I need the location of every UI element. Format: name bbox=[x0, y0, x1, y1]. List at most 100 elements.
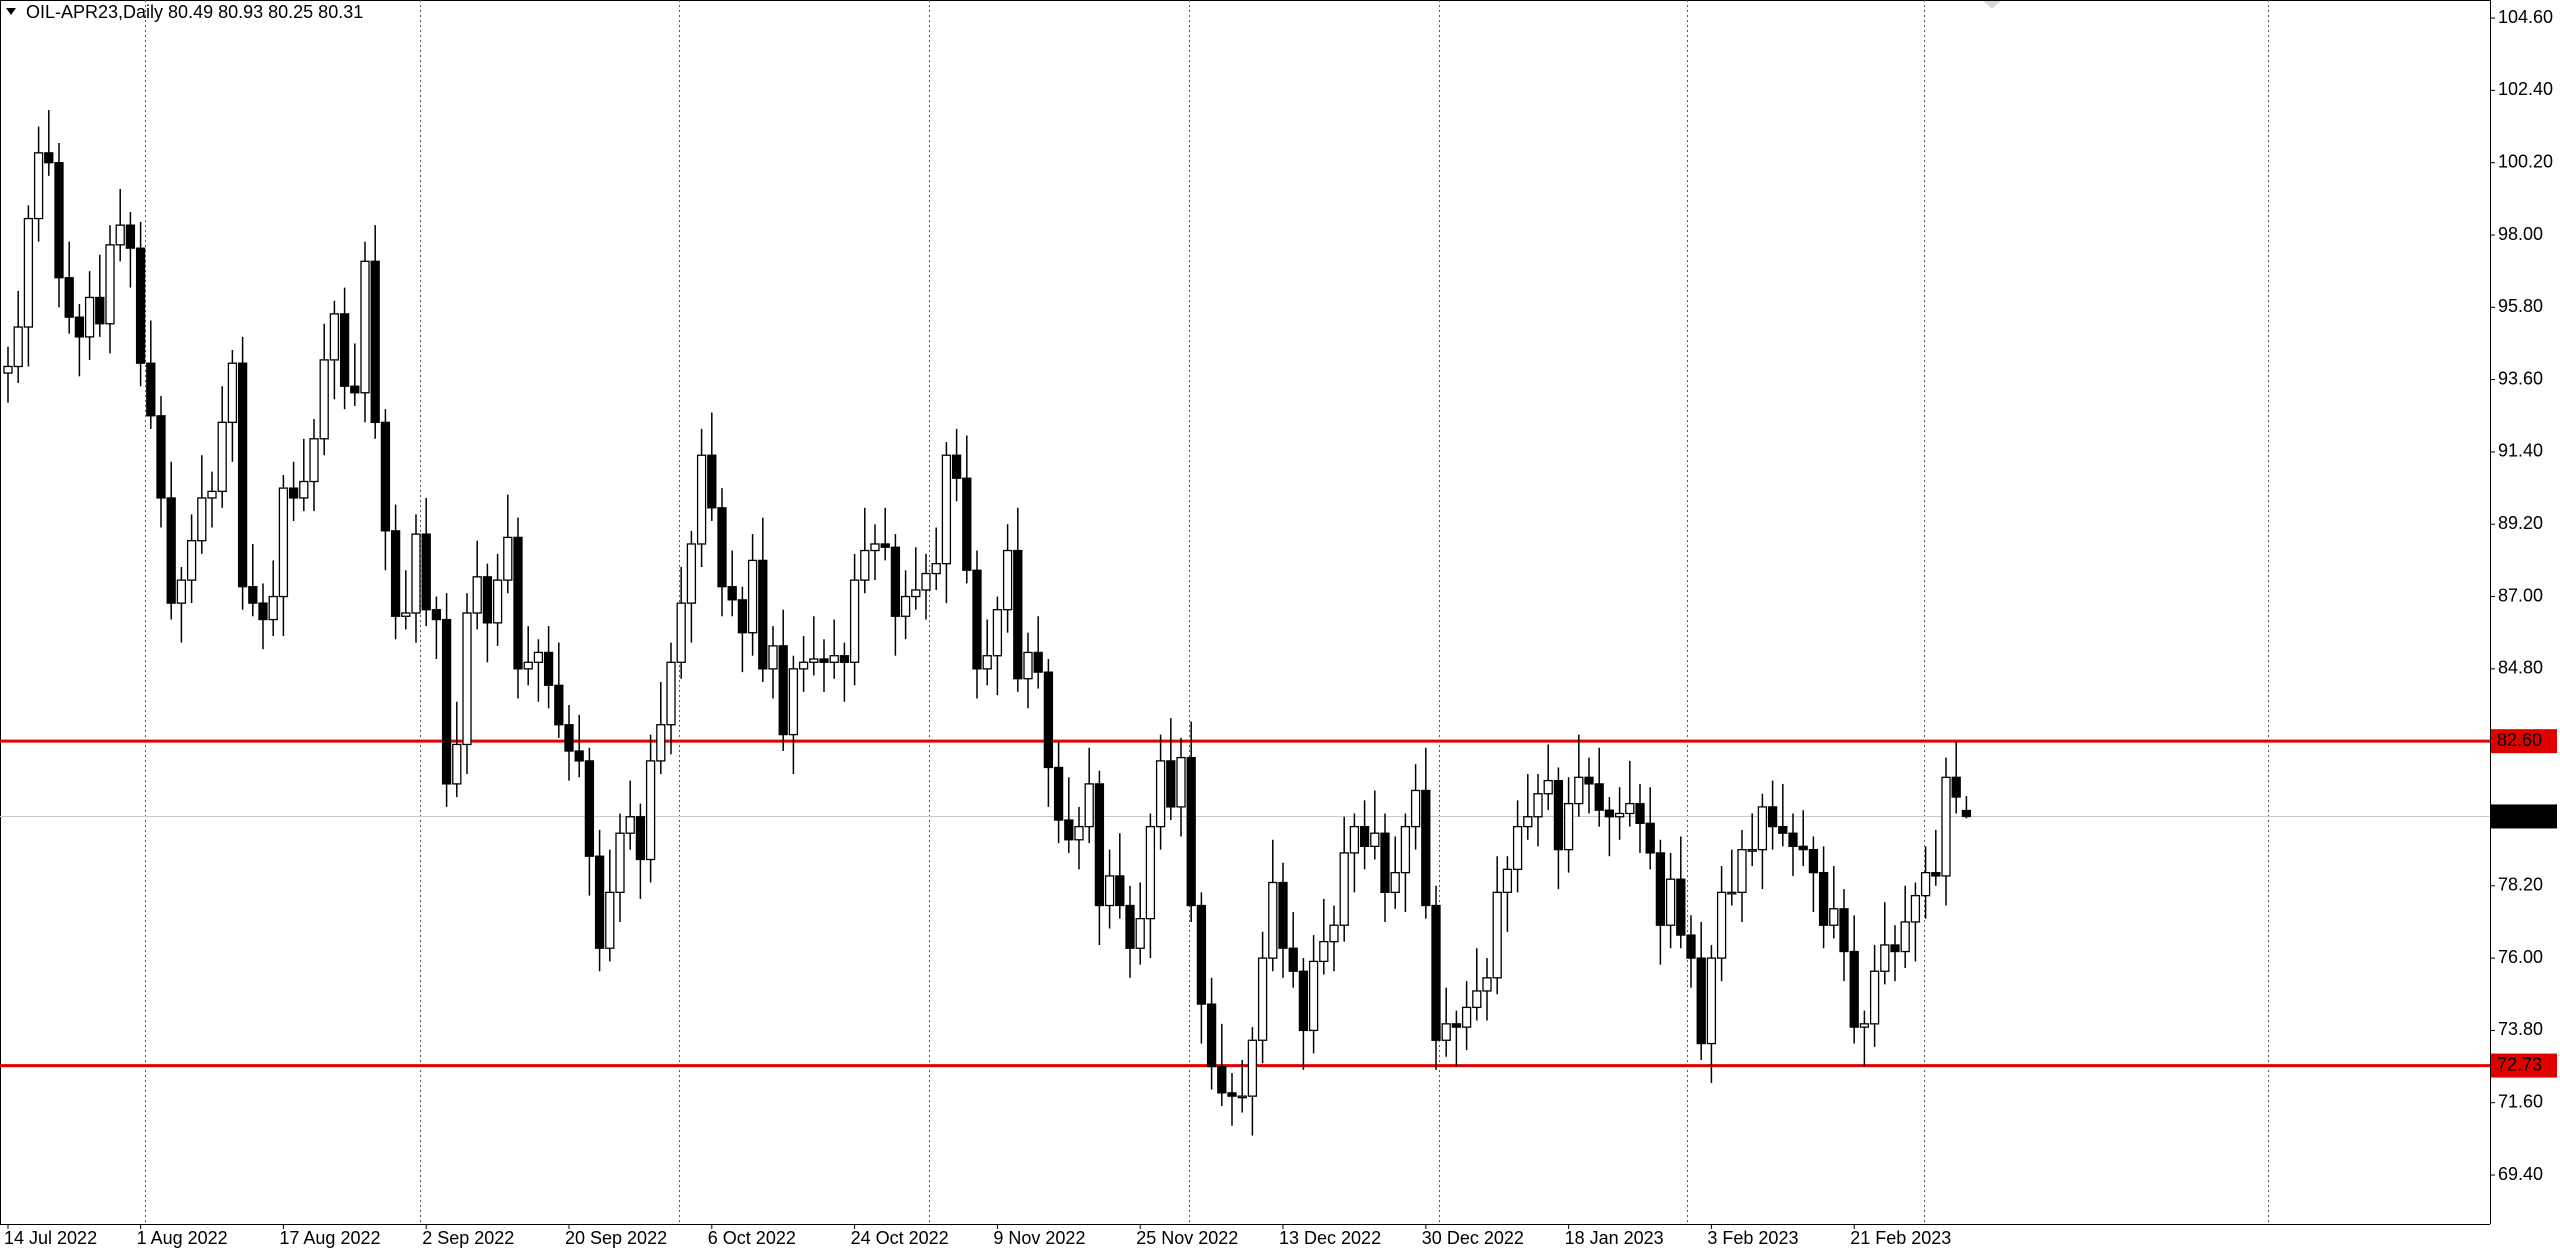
bull-candle-body bbox=[747, 559, 758, 634]
bear-candle-body bbox=[237, 362, 248, 588]
bear-candle-body bbox=[1890, 944, 1900, 953]
bull-candle-body bbox=[1523, 816, 1533, 828]
bull-candle-body bbox=[411, 533, 421, 614]
y-tick-label: 69.40 bbox=[2498, 1164, 2543, 1184]
bear-candle-body bbox=[1839, 908, 1849, 953]
bear-candle-body bbox=[390, 530, 401, 617]
bear-candle-body bbox=[890, 546, 901, 617]
bull-candle-body bbox=[1319, 941, 1329, 963]
bear-candle-body bbox=[431, 609, 442, 621]
x-tick-label: 21 Feb 2023 bbox=[1850, 1228, 1951, 1248]
bear-candle-body bbox=[717, 507, 727, 588]
bull-candle-body bbox=[197, 497, 207, 542]
axes: 104.60 102.40 100.20 98.00 95.80 93.60 91.40 89… bbox=[4, 7, 2557, 1248]
bear-candle-body bbox=[758, 559, 768, 670]
bear-candle-body bbox=[1778, 825, 1788, 834]
bear-candle-body bbox=[1186, 756, 1196, 907]
bear-candle-body bbox=[1767, 806, 1778, 828]
bear-candle-body bbox=[1951, 776, 1961, 798]
bull-candle-body bbox=[1574, 776, 1584, 805]
bear-candle-body bbox=[1064, 819, 1074, 841]
bull-candle-body bbox=[900, 595, 911, 617]
level-label-box bbox=[2491, 729, 2557, 754]
x-tick-label: 20 Sep 2022 bbox=[565, 1228, 667, 1248]
bull-candle-body bbox=[1400, 825, 1411, 874]
bull-candle-body bbox=[1492, 891, 1502, 979]
bear-candle-body bbox=[1553, 779, 1564, 851]
bull-candle-body bbox=[33, 152, 44, 220]
bear-candle-body bbox=[778, 645, 788, 736]
bear-candle-body bbox=[707, 454, 717, 509]
bull-candle-body bbox=[696, 454, 707, 545]
bull-candle-body bbox=[309, 438, 319, 483]
bull-candle-body bbox=[217, 421, 227, 493]
bull-candle-body bbox=[1176, 756, 1186, 808]
bull-candle-body bbox=[1135, 918, 1145, 949]
bear-candle-body bbox=[125, 224, 136, 249]
bull-candle-body bbox=[1869, 970, 1880, 1025]
bull-candle-body bbox=[788, 668, 799, 736]
bull-candle-body bbox=[1329, 924, 1339, 943]
bear-candle-body bbox=[564, 724, 574, 752]
x-tick-label: 3 Feb 2023 bbox=[1707, 1228, 1798, 1248]
bull-candle-body bbox=[1502, 868, 1513, 894]
bear-candle-body bbox=[819, 658, 829, 663]
bear-candle-body bbox=[64, 277, 74, 318]
bull-candle-body bbox=[1104, 875, 1115, 907]
bull-candle-body bbox=[1716, 891, 1727, 959]
y-tick-label: 100.20 bbox=[2498, 151, 2553, 171]
bull-candle-body bbox=[921, 572, 931, 591]
x-tick-label: 30 Dec 2022 bbox=[1422, 1228, 1524, 1248]
bull-candle-body bbox=[1533, 793, 1543, 818]
bull-candle-body bbox=[1002, 549, 1013, 611]
bear-candle-body bbox=[1818, 871, 1829, 926]
bear-candle-body bbox=[727, 586, 737, 601]
y-tick-label: 102.40 bbox=[2498, 79, 2553, 99]
bear-candle-body bbox=[972, 569, 982, 670]
bull-candle-body bbox=[84, 296, 95, 338]
bull-candle-body bbox=[329, 313, 340, 361]
bull-candle-body bbox=[1247, 1039, 1258, 1097]
bull-candle-body bbox=[1747, 848, 1757, 852]
bull-candle-body bbox=[645, 760, 656, 861]
bear-candle-body bbox=[1451, 1023, 1462, 1028]
collapse-arrow[interactable] bbox=[6, 8, 16, 15]
bull-candle-body bbox=[1237, 1095, 1247, 1099]
bull-candle-body bbox=[462, 612, 472, 746]
bull-candle-body bbox=[492, 579, 503, 624]
bear-candle-body bbox=[1604, 809, 1615, 818]
x-tick-label: 1 Aug 2022 bbox=[137, 1228, 228, 1248]
bull-candle-body bbox=[207, 490, 217, 499]
bear-candle-body bbox=[370, 260, 380, 424]
bull-candle-body bbox=[911, 589, 921, 598]
bull-candle-body bbox=[176, 579, 187, 604]
bull-candle-body bbox=[227, 362, 238, 424]
bull-candle-body bbox=[1461, 1006, 1472, 1028]
bear-candle-body bbox=[1594, 783, 1604, 811]
shift-marker bbox=[1983, 1, 2001, 9]
bull-candle-body bbox=[278, 487, 289, 598]
bear-candle-body bbox=[441, 618, 452, 785]
y-tick-label: 73.80 bbox=[2498, 1019, 2543, 1039]
bear-candle-body bbox=[380, 421, 391, 532]
bull-candle-body bbox=[1859, 1023, 1870, 1028]
bear-candle-body bbox=[1798, 845, 1808, 851]
bull-candle-body bbox=[1472, 990, 1482, 1009]
bull-candle-body bbox=[1410, 789, 1421, 828]
bear-candle-body bbox=[288, 487, 299, 499]
x-tick-label: 17 Aug 2022 bbox=[279, 1228, 380, 1248]
bear-candle-body bbox=[135, 247, 146, 364]
bull-candle-body bbox=[1665, 878, 1676, 926]
bear-candle-body bbox=[737, 599, 748, 634]
bear-candle-body bbox=[574, 750, 584, 762]
bear-candle-body bbox=[1431, 904, 1441, 1041]
bear-candle-body bbox=[1217, 1065, 1227, 1094]
bull-candle-body bbox=[1829, 908, 1839, 926]
bull-candle-body bbox=[768, 645, 778, 670]
bull-candle-body bbox=[533, 651, 544, 663]
bear-candle-body bbox=[482, 576, 493, 624]
bull-candle-body bbox=[3, 365, 13, 374]
x-tick-label: 24 Oct 2022 bbox=[851, 1228, 949, 1248]
